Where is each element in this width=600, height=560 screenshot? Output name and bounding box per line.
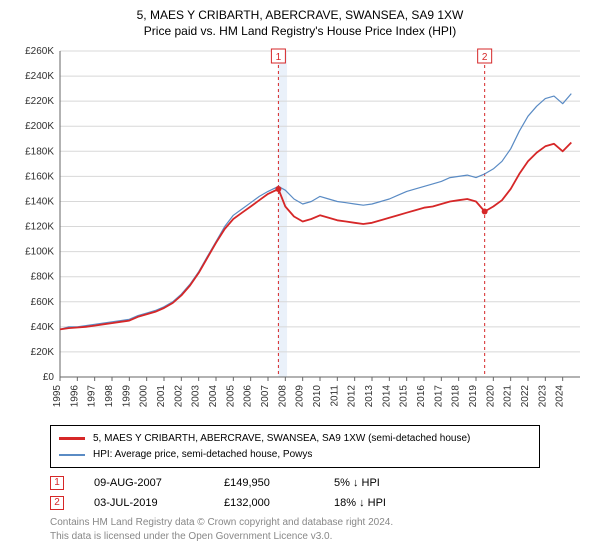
- svg-text:2024: 2024: [555, 385, 566, 408]
- svg-text:2011: 2011: [329, 385, 340, 407]
- svg-text:2023: 2023: [537, 385, 548, 408]
- svg-text:£140K: £140K: [25, 197, 54, 208]
- svg-text:1995: 1995: [52, 385, 63, 408]
- svg-text:1: 1: [276, 52, 282, 63]
- svg-text:1997: 1997: [87, 385, 98, 408]
- footer-line-1: Contains HM Land Registry data © Crown c…: [50, 516, 586, 530]
- svg-text:£20K: £20K: [31, 347, 55, 358]
- svg-text:1996: 1996: [69, 385, 80, 408]
- svg-text:2000: 2000: [139, 385, 150, 408]
- svg-text:£200K: £200K: [25, 121, 54, 132]
- svg-text:2009: 2009: [295, 385, 306, 408]
- svg-text:£160K: £160K: [25, 172, 54, 183]
- svg-text:£180K: £180K: [25, 146, 54, 157]
- title-line-1: 5, MAES Y CRIBARTH, ABERCRAVE, SWANSEA, …: [14, 8, 586, 24]
- svg-text:£240K: £240K: [25, 71, 54, 82]
- svg-text:2020: 2020: [485, 385, 496, 408]
- svg-text:2021: 2021: [503, 385, 514, 408]
- chart-svg: £0 £20K £40K £60K £80K £100K £120K £140K £160K £1…: [14, 45, 586, 415]
- svg-text:1999: 1999: [121, 385, 132, 408]
- event-price-2: £132,000: [224, 497, 304, 509]
- svg-text:2010: 2010: [312, 385, 323, 408]
- svg-text:2013: 2013: [364, 385, 375, 408]
- svg-text:2015: 2015: [399, 385, 410, 408]
- legend-box: 5, MAES Y CRIBARTH, ABERCRAVE, SWANSEA, …: [50, 425, 540, 468]
- svg-text:2: 2: [482, 52, 488, 63]
- events-table: 1 09-AUG-2007 £149,950 5% ↓ HPI 2 03-JUL…: [50, 476, 586, 510]
- chart-container: 5, MAES Y CRIBARTH, ABERCRAVE, SWANSEA, …: [0, 0, 600, 554]
- svg-text:£220K: £220K: [25, 96, 54, 107]
- legend-label-2: HPI: Average price, semi-detached house,…: [93, 447, 312, 462]
- svg-text:£100K: £100K: [25, 247, 54, 258]
- svg-text:£60K: £60K: [31, 297, 55, 308]
- event-price-1: £149,950: [224, 477, 304, 489]
- svg-text:2003: 2003: [191, 385, 202, 408]
- footer-line-2: This data is licensed under the Open Gov…: [50, 530, 586, 544]
- event-marker-1: 1: [50, 476, 64, 490]
- event-row-1: 1 09-AUG-2007 £149,950 5% ↓ HPI: [50, 476, 586, 490]
- svg-text:2007: 2007: [260, 385, 271, 408]
- svg-text:2002: 2002: [173, 385, 184, 408]
- chart-area: £0 £20K £40K £60K £80K £100K £120K £140K £160K £1…: [14, 45, 586, 415]
- event-diff-2: 18% ↓ HPI: [334, 497, 424, 509]
- svg-text:£260K: £260K: [25, 46, 54, 57]
- svg-text:2008: 2008: [277, 385, 288, 408]
- legend-swatch-red: [59, 437, 85, 440]
- svg-text:£40K: £40K: [31, 322, 55, 333]
- event-date-2: 03-JUL-2019: [94, 497, 194, 509]
- svg-text:2018: 2018: [451, 385, 462, 408]
- svg-text:2006: 2006: [243, 385, 254, 408]
- legend-label-1: 5, MAES Y CRIBARTH, ABERCRAVE, SWANSEA, …: [93, 431, 470, 446]
- footer-attribution: Contains HM Land Registry data © Crown c…: [50, 516, 586, 544]
- event-date-1: 09-AUG-2007: [94, 477, 194, 489]
- svg-text:1998: 1998: [104, 385, 115, 408]
- svg-text:2016: 2016: [416, 385, 427, 408]
- legend-swatch-blue: [59, 454, 85, 456]
- event-row-2: 2 03-JUL-2019 £132,000 18% ↓ HPI: [50, 496, 586, 510]
- svg-text:2001: 2001: [156, 385, 167, 408]
- svg-text:£120K: £120K: [25, 222, 54, 233]
- svg-text:2017: 2017: [433, 385, 444, 408]
- svg-text:2005: 2005: [225, 385, 236, 408]
- title-line-2: Price paid vs. HM Land Registry's House …: [14, 24, 586, 40]
- svg-text:2004: 2004: [208, 385, 219, 408]
- legend-row-2: HPI: Average price, semi-detached house,…: [59, 447, 531, 462]
- svg-text:2019: 2019: [468, 385, 479, 408]
- event-diff-1: 5% ↓ HPI: [334, 477, 424, 489]
- event-marker-2: 2: [50, 496, 64, 510]
- svg-text:2022: 2022: [520, 385, 531, 408]
- svg-text:£80K: £80K: [31, 272, 55, 283]
- svg-text:£0: £0: [43, 372, 55, 383]
- chart-title: 5, MAES Y CRIBARTH, ABERCRAVE, SWANSEA, …: [14, 8, 586, 39]
- legend-row-1: 5, MAES Y CRIBARTH, ABERCRAVE, SWANSEA, …: [59, 431, 531, 446]
- svg-text:2014: 2014: [381, 385, 392, 408]
- svg-text:2012: 2012: [347, 385, 358, 408]
